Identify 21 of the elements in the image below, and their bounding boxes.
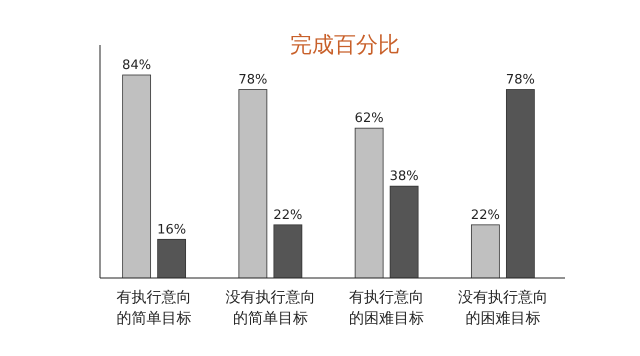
bar <box>122 74 152 278</box>
data-label: 62% <box>354 111 384 126</box>
x-tick-label: 没有执行意向的困难目标 <box>458 288 548 327</box>
data-label: 84% <box>122 58 152 73</box>
x-tick-label: 没有执行意向的简单目标 <box>225 288 316 327</box>
data-label: 78% <box>506 72 535 88</box>
data-label: 22% <box>470 208 500 223</box>
bar <box>157 238 186 278</box>
bar <box>390 186 419 278</box>
data-label: 16% <box>157 222 186 238</box>
chart-title: 完成百分比 <box>290 33 400 58</box>
bar <box>238 89 268 278</box>
bar <box>354 128 384 278</box>
data-label: 78% <box>238 72 268 88</box>
x-tick-label: 有执行意向的简单目标 <box>116 288 192 327</box>
bar <box>273 224 302 278</box>
x-tick-label: 有执行意向的困难目标 <box>349 288 424 327</box>
bar <box>506 89 535 278</box>
data-label: 22% <box>273 208 302 223</box>
bar <box>470 224 500 278</box>
data-label: 38% <box>390 169 419 184</box>
